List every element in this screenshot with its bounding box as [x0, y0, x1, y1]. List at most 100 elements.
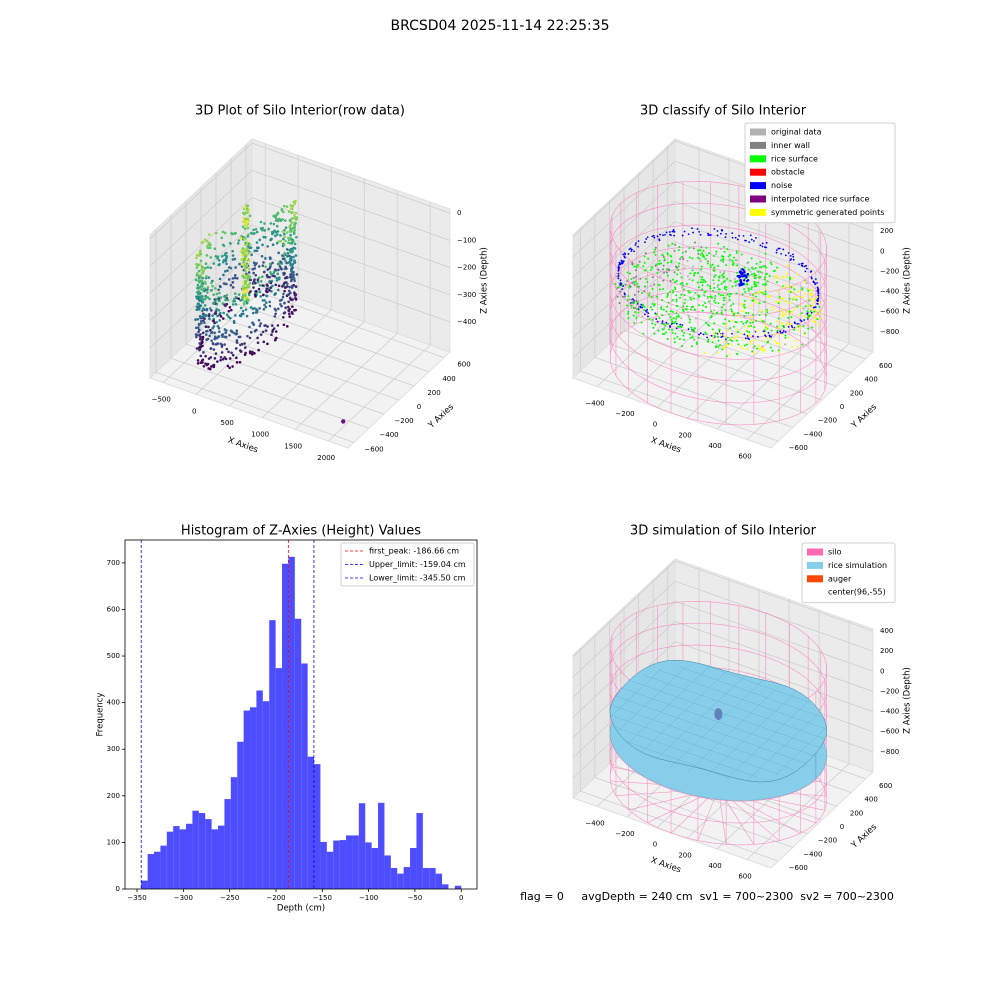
- cloud-point: [200, 241, 204, 244]
- classified-point: [764, 349, 767, 352]
- classified-point: [651, 322, 654, 325]
- z-tick-label: −600: [880, 728, 899, 736]
- noise-point: [752, 240, 755, 242]
- cloud-point: [282, 210, 285, 214]
- classified-point: [706, 283, 709, 286]
- cloud-point: [206, 240, 209, 243]
- cloud-point: [205, 308, 209, 311]
- noise-point: [691, 227, 693, 230]
- classified-point: [679, 258, 682, 261]
- cloud-point: [293, 202, 296, 205]
- cloud-point: [269, 222, 273, 225]
- x-tick-label: 1500: [284, 442, 302, 450]
- cloud-point: [256, 278, 260, 282]
- classified-point: [753, 339, 756, 342]
- cloud-point: [293, 261, 297, 264]
- cloud-point: [282, 271, 286, 275]
- cloud-point: [219, 355, 223, 359]
- classified-point: [657, 268, 660, 271]
- noise-point: [787, 252, 790, 254]
- cloud-point: [255, 230, 259, 234]
- classified-point: [653, 283, 656, 286]
- classified-point: [651, 276, 654, 279]
- classified-point: [677, 269, 680, 272]
- cloud-point: [232, 319, 236, 323]
- classified-point: [754, 295, 757, 298]
- noise-point: [764, 334, 766, 337]
- cloud-point: [195, 262, 198, 266]
- cloud-point: [210, 331, 213, 335]
- cloud-point: [246, 274, 250, 277]
- classified-point: [723, 250, 726, 253]
- noise-point: [817, 289, 820, 292]
- cloud-point: [219, 285, 222, 289]
- grid-line: [162, 143, 266, 383]
- classified-point: [778, 342, 781, 345]
- z-tick-label: −600: [880, 308, 899, 316]
- cloud-point: [197, 263, 201, 267]
- classified-point: [795, 298, 798, 301]
- classified-point: [805, 282, 808, 285]
- classified-point: [676, 305, 679, 308]
- cloud-point: [231, 286, 235, 289]
- classified-point: [673, 337, 676, 340]
- cloud-point: [217, 288, 220, 292]
- cloud-point: [225, 282, 228, 286]
- z-tick-label: 400: [880, 627, 893, 635]
- classified-point: [726, 293, 729, 296]
- grid-line: [572, 580, 874, 678]
- classified-point: [723, 287, 726, 290]
- classified-point: [775, 300, 778, 303]
- classified-point: [628, 298, 631, 301]
- cloud-point: [255, 241, 259, 244]
- classified-point: [684, 298, 687, 301]
- y-tick-label: 600: [879, 782, 892, 790]
- classified-point: [803, 314, 806, 317]
- classified-point: [753, 352, 756, 355]
- classified-point: [661, 314, 664, 317]
- classified-point: [688, 333, 691, 336]
- classified-point: [797, 329, 800, 332]
- classified-point: [633, 322, 636, 325]
- cloud-point: [212, 325, 216, 328]
- noise-point: [707, 232, 709, 235]
- cloud-point: [256, 336, 259, 340]
- cloud-point: [268, 289, 271, 292]
- classified-point: [720, 311, 723, 314]
- cloud-point: [219, 311, 222, 315]
- cloud-point: [257, 287, 261, 291]
- noise-point: [817, 291, 820, 293]
- noise-point: [629, 247, 632, 250]
- noise-point: [721, 229, 724, 232]
- cloud-point: [265, 287, 269, 291]
- cloud-point: [206, 329, 209, 333]
- classified-point: [806, 310, 809, 313]
- classified-point: [800, 312, 803, 315]
- noise-point: [765, 246, 768, 249]
- classified-point: [749, 322, 752, 325]
- classified-point: [693, 330, 696, 333]
- classified-point: [614, 282, 617, 285]
- noise-point: [692, 231, 695, 234]
- cloud-point: [199, 333, 202, 336]
- cloud-point: [201, 358, 205, 362]
- classified-point: [700, 246, 703, 249]
- classified-point: [760, 266, 763, 269]
- cloud-point: [292, 277, 296, 281]
- cloud-point: [285, 276, 289, 279]
- cloud-point: [289, 223, 292, 227]
- cloud-point: [203, 304, 207, 307]
- noise-point: [637, 245, 639, 248]
- cloud-point: [273, 315, 277, 318]
- cloud-point: [243, 346, 247, 349]
- grid-line: [200, 187, 400, 401]
- cloud-point: [285, 261, 289, 265]
- classified-point: [662, 279, 665, 282]
- cloud-point: [225, 313, 229, 316]
- cloud-point: [216, 360, 219, 363]
- noise-point: [617, 265, 620, 267]
- cloud-point: [217, 263, 221, 267]
- classified-point: [630, 278, 633, 281]
- classified-point: [705, 322, 708, 325]
- classified-point: [681, 345, 684, 348]
